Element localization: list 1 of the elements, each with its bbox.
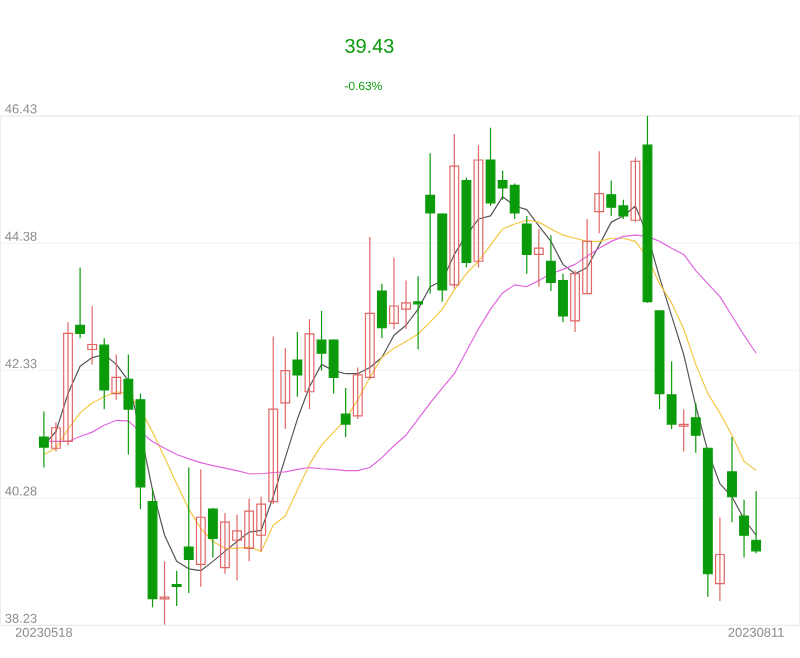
text: 39.43 <box>345 39 394 54</box>
